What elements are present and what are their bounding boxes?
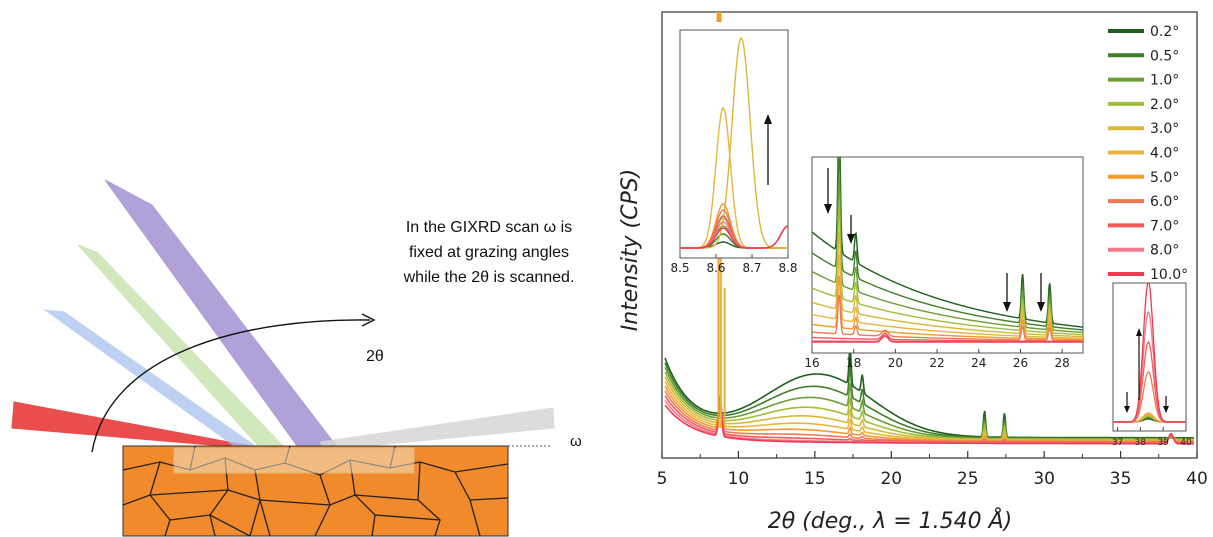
- x-tick-label: 25: [957, 469, 979, 489]
- annotation-line-3: while the 2θ is scanned.: [403, 269, 575, 286]
- omega-label: ω: [570, 433, 582, 450]
- inset-series-line: [812, 231, 1083, 338]
- legend-label: 0.5°: [1150, 48, 1179, 64]
- inset-series-line: [812, 294, 1083, 342]
- legend-label: 1.0°: [1150, 73, 1179, 89]
- inset-tick-label: 22: [929, 356, 944, 370]
- arrow-down-icon: [1124, 406, 1130, 413]
- legend-label: 5.0°: [1150, 170, 1179, 186]
- inset-tick-label: 8.5: [670, 261, 689, 275]
- x-tick-label: 15: [804, 469, 826, 489]
- legend-label: 2.0°: [1150, 97, 1179, 113]
- annotation-line-1: In the GIXRD scan ω is: [406, 219, 572, 236]
- arrow-up-icon: [1136, 328, 1142, 336]
- beam-footprint: [173, 447, 415, 474]
- x-tick-label: 35: [1110, 469, 1132, 489]
- arrow-down-icon: [1003, 302, 1011, 312]
- legend-label: 0.2°: [1150, 24, 1179, 40]
- transmitted-beam: [319, 407, 555, 451]
- grain-boundaries: [122, 445, 509, 537]
- inset-series-line: [812, 254, 1083, 339]
- inset-series-line: [812, 157, 1083, 328]
- gixrd-diagram: ω 2θ In the GIXRD scan ω is fixed at gra…: [11, 179, 582, 537]
- inset-series-line: [812, 335, 1083, 343]
- inset-series-line: [812, 206, 1083, 336]
- inset-series-line: [1113, 283, 1186, 423]
- x-tick-label: 40: [1186, 469, 1208, 489]
- x-tick-label: 10: [728, 469, 750, 489]
- peak-top-marker: [716, 12, 722, 22]
- inset-middle: 16 18 20 22 24 26 28: [804, 156, 1084, 370]
- annotation-line-2: fixed at grazing angles: [409, 244, 569, 261]
- x-axis: 5 10 15 20 25 30 35 40: [657, 451, 1208, 489]
- arrow-down-icon: [1163, 406, 1169, 413]
- x-tick-label: 20: [880, 469, 902, 489]
- inset-bottom-right: 37 38 39 40: [1112, 282, 1192, 448]
- arrow-head-icon: [361, 313, 376, 327]
- scan-arc: [91, 319, 371, 453]
- arrow-down-icon: [824, 204, 832, 214]
- inset-tick-label: 26: [1013, 356, 1028, 370]
- inset-top-left: 8.5 8.6 8.7 8.8: [670, 29, 798, 275]
- inset-tick-label: 8.6: [706, 261, 725, 275]
- inset-series-line: [812, 157, 1083, 331]
- inset-tick-label: 28: [1055, 356, 1070, 370]
- two-theta-label: 2θ: [366, 348, 384, 365]
- legend: 0.2° 0.5° 1.0° 2.0° 3.0° 4.0° 5.0° 6.0° 7.0° 8.0°…: [1108, 24, 1188, 283]
- x-tick-label: 5: [657, 469, 668, 489]
- xrd-chart: 5 10 15 20 25 30 35 40 2θ (deg., λ = 1.540 Å) I…: [618, 11, 1208, 534]
- arrow-down-icon: [847, 234, 855, 244]
- inset-series-line: [680, 225, 788, 249]
- series-line: [664, 396, 1194, 445]
- inset-tick-label: 16: [804, 356, 819, 370]
- inset-tick-label: 18: [846, 356, 861, 370]
- y-axis-label: Intensity (CPS): [618, 169, 643, 332]
- inset-tick-label: 20: [888, 356, 903, 370]
- legend-label: 10.0°: [1150, 267, 1188, 283]
- legend-label: 8.0°: [1150, 243, 1179, 259]
- x-tick-label: 30: [1033, 469, 1055, 489]
- inset-tick-label: 39: [1157, 438, 1169, 448]
- arrow-down-icon: [1037, 302, 1045, 312]
- inset-tick-label: 8.7: [742, 261, 761, 275]
- x-axis-label: 2θ (deg., λ = 1.540 Å): [768, 507, 1013, 534]
- diffracted-beam-purple: [104, 179, 339, 451]
- inset-tick-label: 38: [1135, 438, 1147, 448]
- inset-tick-label: 37: [1112, 438, 1123, 448]
- legend-label: 6.0°: [1150, 194, 1179, 210]
- legend-label: 7.0°: [1150, 218, 1179, 234]
- inset-tick-label: 40: [1180, 438, 1192, 448]
- inset-series-line: [812, 275, 1083, 341]
- main-curves: [664, 12, 1194, 445]
- inset-series-line: [812, 180, 1083, 334]
- legend-label: 3.0°: [1150, 121, 1179, 137]
- legend-label: 4.0°: [1150, 146, 1179, 162]
- inset-tick-label: 24: [971, 356, 986, 370]
- inset-tick-label: 8.8: [778, 261, 797, 275]
- inset1-arrow-up-icon: [764, 114, 772, 124]
